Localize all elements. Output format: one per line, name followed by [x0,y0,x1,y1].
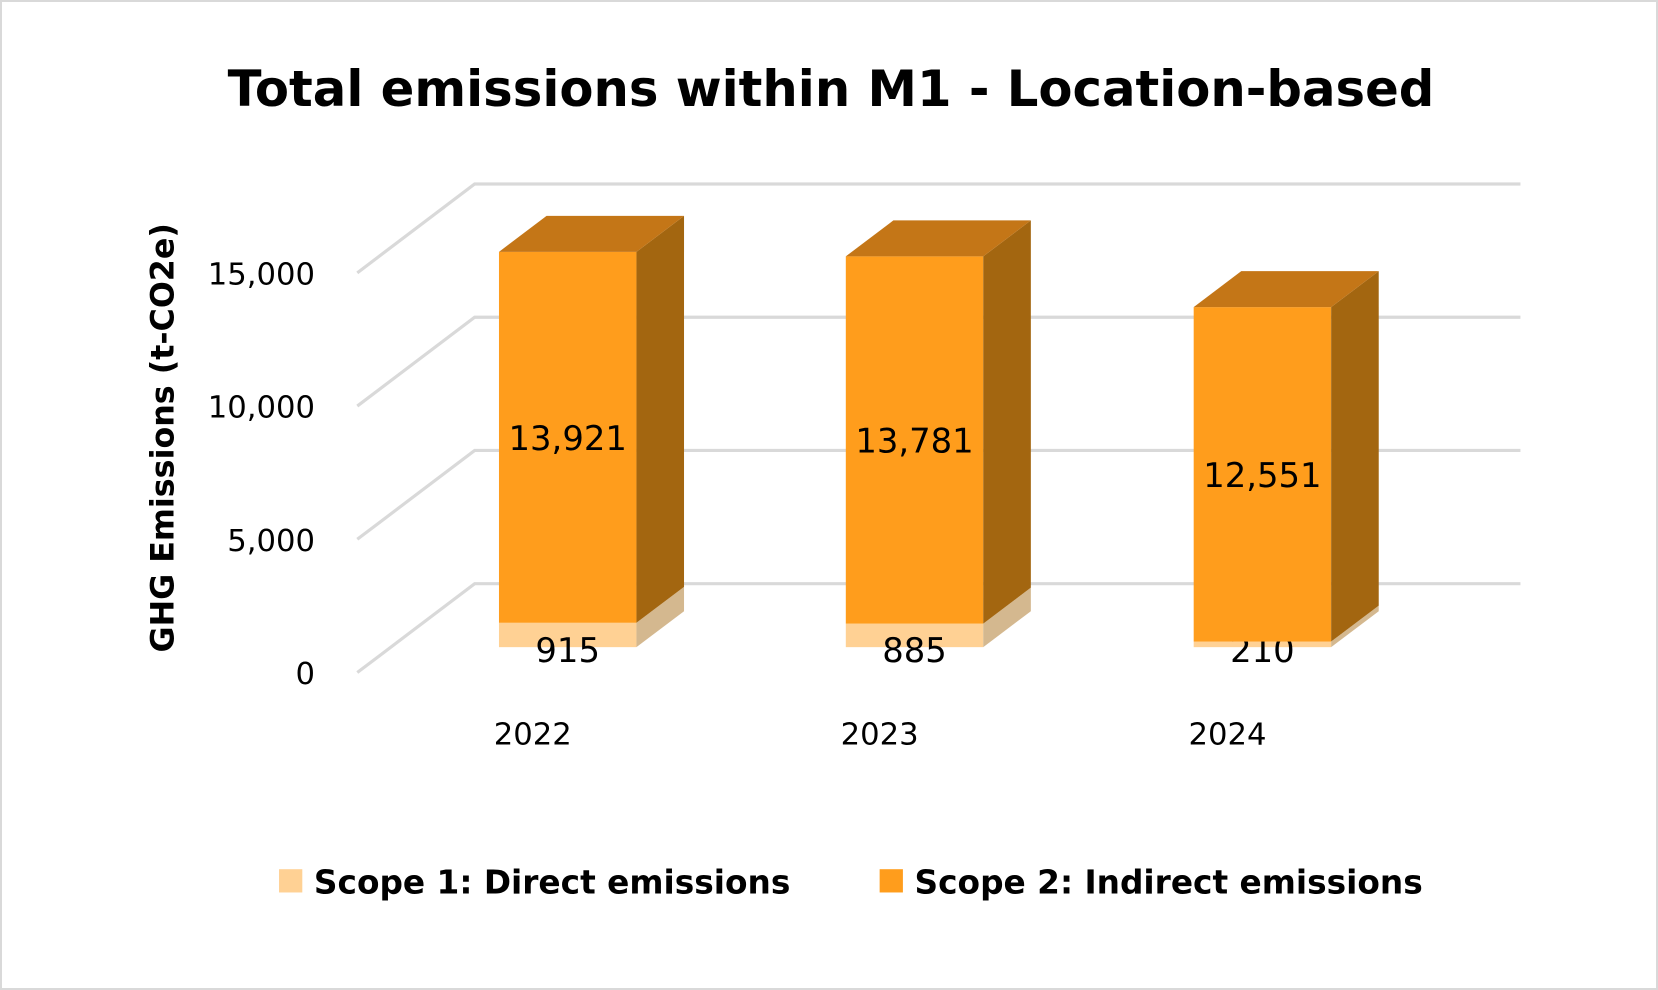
legend-label-scope1: Scope 1: Direct emissions [314,864,790,902]
data-label: 13,781 [855,422,973,461]
legend: Scope 1: Direct emissions Scope 2: Indir… [279,864,1423,902]
bar-side-scope2 [636,215,685,623]
legend-swatch-scope1 [279,869,303,893]
y-tick-labels: 0 5,000 10,000 15,000 [208,257,315,692]
bar-front-scope1 [1193,641,1332,648]
bar-side-scope1 [636,586,685,648]
bar-stack-2023: 885 13,781 [845,220,1031,670]
y-tick-label: 10,000 [208,391,315,426]
bar-front-scope2 [498,251,637,623]
gridline [356,582,1521,674]
data-label: 12,551 [1203,456,1321,495]
bar-front-scope2 [845,256,984,624]
gridline [356,448,1521,541]
bar-side-scope2 [983,220,1031,624]
legend-label-scope2: Scope 2: Indirect emissions [915,864,1423,902]
gridlines [356,182,1521,674]
bar-front-scope1 [498,622,637,648]
bar-top [498,215,685,252]
bar-front-scope1 [845,623,984,648]
gridline [356,182,1521,275]
x-tick-label: 2024 [1189,717,1267,752]
bar-top [1193,271,1379,308]
y-tick-label: 5,000 [227,524,315,559]
x-tick-label: 2022 [494,717,572,752]
data-label: 885 [882,631,947,670]
x-tick-label: 2023 [841,717,919,752]
data-label: 915 [535,631,600,670]
bar-stack-2022: 915 13,921 [498,215,685,670]
gridline [356,315,1521,408]
y-tick-label: 0 [295,657,315,692]
y-axis-label: GHG Emissions (t-CO2e) [145,223,181,652]
bar-front-scope2 [1193,307,1332,642]
bar-side-scope1 [1331,605,1379,648]
x-tick-labels: 2022 2023 2024 [494,717,1267,752]
bar-side-scope1 [983,587,1031,648]
legend-swatch-scope2 [879,869,903,893]
bar-side-scope2 [1331,271,1379,642]
y-tick-label: 15,000 [208,257,315,292]
data-label: 13,921 [509,419,627,458]
chart-title: Total emissions within M1 - Location-bas… [228,60,1435,118]
bar-top [845,220,1031,257]
